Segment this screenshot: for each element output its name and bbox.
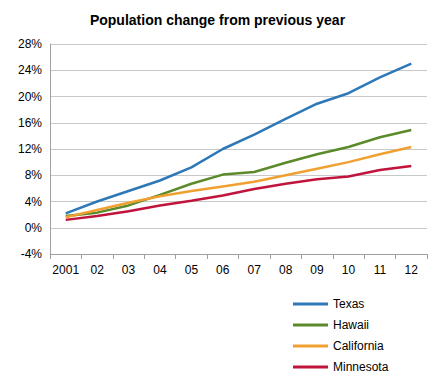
svg-text:2001: 2001 [52,263,79,277]
svg-text:Population change from previou: Population change from previous year [90,12,346,28]
svg-text:Texas: Texas [333,297,364,311]
svg-text:24%: 24% [18,63,42,77]
svg-text:-4%: -4% [21,247,43,261]
svg-text:12: 12 [405,263,419,277]
svg-text:28%: 28% [18,37,42,51]
svg-text:20%: 20% [18,90,42,104]
svg-text:05: 05 [185,263,199,277]
svg-text:California: California [333,339,384,353]
svg-text:07: 07 [248,263,262,277]
svg-text:4%: 4% [25,195,43,209]
svg-text:06: 06 [216,263,230,277]
svg-text:08: 08 [279,263,293,277]
svg-text:16%: 16% [18,116,42,130]
svg-text:11: 11 [374,263,387,277]
svg-text:8%: 8% [25,168,43,182]
svg-text:12%: 12% [18,142,42,156]
svg-text:10: 10 [342,263,356,277]
svg-text:09: 09 [310,263,324,277]
svg-text:02: 02 [90,263,104,277]
svg-text:04: 04 [153,263,167,277]
svg-text:Hawaii: Hawaii [333,318,369,332]
svg-text:03: 03 [122,263,136,277]
svg-text:Minnesota: Minnesota [333,360,389,374]
svg-text:0%: 0% [25,221,43,235]
